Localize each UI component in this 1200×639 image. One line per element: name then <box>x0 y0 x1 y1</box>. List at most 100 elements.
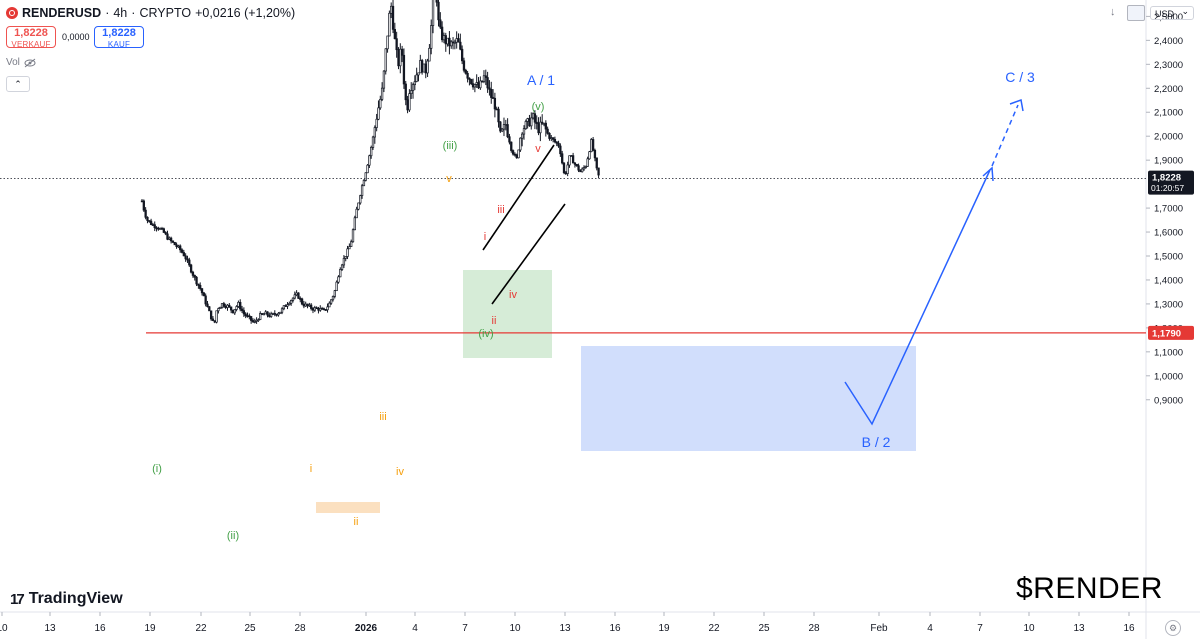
candle-body <box>368 155 371 166</box>
wave-label: (v) <box>532 101 545 113</box>
wave-label: v <box>446 173 452 185</box>
candle-body <box>584 166 587 168</box>
candle-body <box>297 292 300 299</box>
volume-indicator[interactable]: Vol <box>6 57 36 68</box>
candle-body <box>373 127 376 138</box>
candle-body <box>240 308 244 311</box>
currency-selector[interactable]: USD <box>1150 4 1194 20</box>
candle-body <box>350 241 353 247</box>
candle-body <box>264 311 267 315</box>
candle-body <box>155 227 158 230</box>
candle-body <box>417 72 420 76</box>
candle-body <box>546 128 549 134</box>
candle-body <box>340 264 344 270</box>
candle-body <box>399 48 402 67</box>
candle-body <box>415 74 418 82</box>
candle-body <box>313 307 316 311</box>
sell-button[interactable]: 1,8228 VERKAUF <box>6 26 56 49</box>
candle-body <box>406 99 409 111</box>
candle-body <box>400 48 404 56</box>
candle-body <box>575 163 578 167</box>
eye-hidden-icon[interactable] <box>24 58 36 68</box>
candle-body <box>337 276 340 283</box>
candle-body <box>501 128 504 132</box>
candle-body <box>315 307 318 310</box>
y-tick-label: 1,0000 <box>1154 371 1183 382</box>
candle-body <box>271 312 275 315</box>
candle-body <box>446 37 449 45</box>
candle-body <box>517 149 520 159</box>
candle-body <box>366 164 369 174</box>
candle-body <box>322 308 326 311</box>
price-change: +0,0216 (+1,20%) <box>195 6 296 20</box>
candle-body <box>404 83 407 101</box>
candle-body <box>360 185 364 196</box>
wave-label: (iv) <box>478 328 493 340</box>
candle-body <box>410 90 413 95</box>
interval-label[interactable]: 4h <box>113 6 128 20</box>
red-level-badge-label: 1,1790 <box>1152 328 1181 339</box>
candle-body <box>577 165 580 171</box>
candle-body <box>502 124 506 130</box>
symbol-name[interactable]: RENDERUSD <box>22 6 102 20</box>
candle-body <box>286 304 289 307</box>
wave-label: iv <box>509 289 517 301</box>
screenshot-icon[interactable] <box>1127 5 1145 21</box>
y-tick-label: 2,2000 <box>1154 84 1183 95</box>
candle-body <box>557 142 560 147</box>
candle-body <box>160 228 164 230</box>
candle-body <box>462 60 466 71</box>
candle-body <box>564 172 567 175</box>
wave-label: A / 1 <box>527 72 555 88</box>
candle-body <box>455 38 458 43</box>
candle-body <box>397 49 400 67</box>
candle-body <box>555 141 558 144</box>
candle-body <box>470 79 473 85</box>
candle-body <box>342 258 346 266</box>
candle-body <box>439 19 442 28</box>
header-separator-2: · <box>131 6 136 20</box>
red-level-badge <box>1148 325 1194 340</box>
candle-body <box>477 82 480 89</box>
current-price-label: 1,8228 <box>1152 173 1181 184</box>
candle-body <box>202 292 205 297</box>
candle-body <box>277 313 280 316</box>
gear-icon[interactable]: ⚙ <box>1165 620 1181 636</box>
candle-body <box>481 80 484 83</box>
candle-body <box>440 26 444 41</box>
candle-body <box>484 75 487 78</box>
chevron-up-icon: ⌃ <box>14 79 22 89</box>
candle-body <box>386 35 389 50</box>
x-tick-label: 10 <box>1023 623 1035 634</box>
volume-label: Vol <box>6 57 20 68</box>
arrow-down-icon[interactable]: ↓ <box>1110 6 1116 18</box>
candle-body <box>328 302 331 308</box>
wave-label: iii <box>497 204 504 216</box>
candle-body <box>151 224 155 226</box>
wave-label: ii <box>354 516 359 528</box>
collapse-legend-button[interactable]: ⌃ <box>6 76 30 92</box>
candle-body <box>511 150 515 155</box>
candle-body <box>153 224 156 229</box>
wave-label: (iii) <box>443 140 458 152</box>
y-tick-label: 2,3000 <box>1154 60 1183 71</box>
candle-body <box>157 227 160 230</box>
candle-body <box>260 313 264 315</box>
candle-body <box>420 60 424 73</box>
x-tick-label: 28 <box>808 623 820 634</box>
candle-body <box>550 137 553 140</box>
y-tick-label: 1,3000 <box>1154 299 1183 310</box>
candle-body <box>269 313 273 317</box>
candle-body <box>544 122 547 130</box>
candle-body <box>209 310 213 320</box>
candle-body <box>142 200 145 211</box>
buy-button[interactable]: 1,8228 KAUF <box>94 26 144 49</box>
candle-body <box>295 292 298 296</box>
candle-body <box>244 313 247 317</box>
candle-body <box>450 41 453 47</box>
header-separator: · <box>105 6 110 20</box>
wave-label: i <box>484 231 486 243</box>
candle-body <box>179 245 182 251</box>
candle-body <box>249 316 253 321</box>
